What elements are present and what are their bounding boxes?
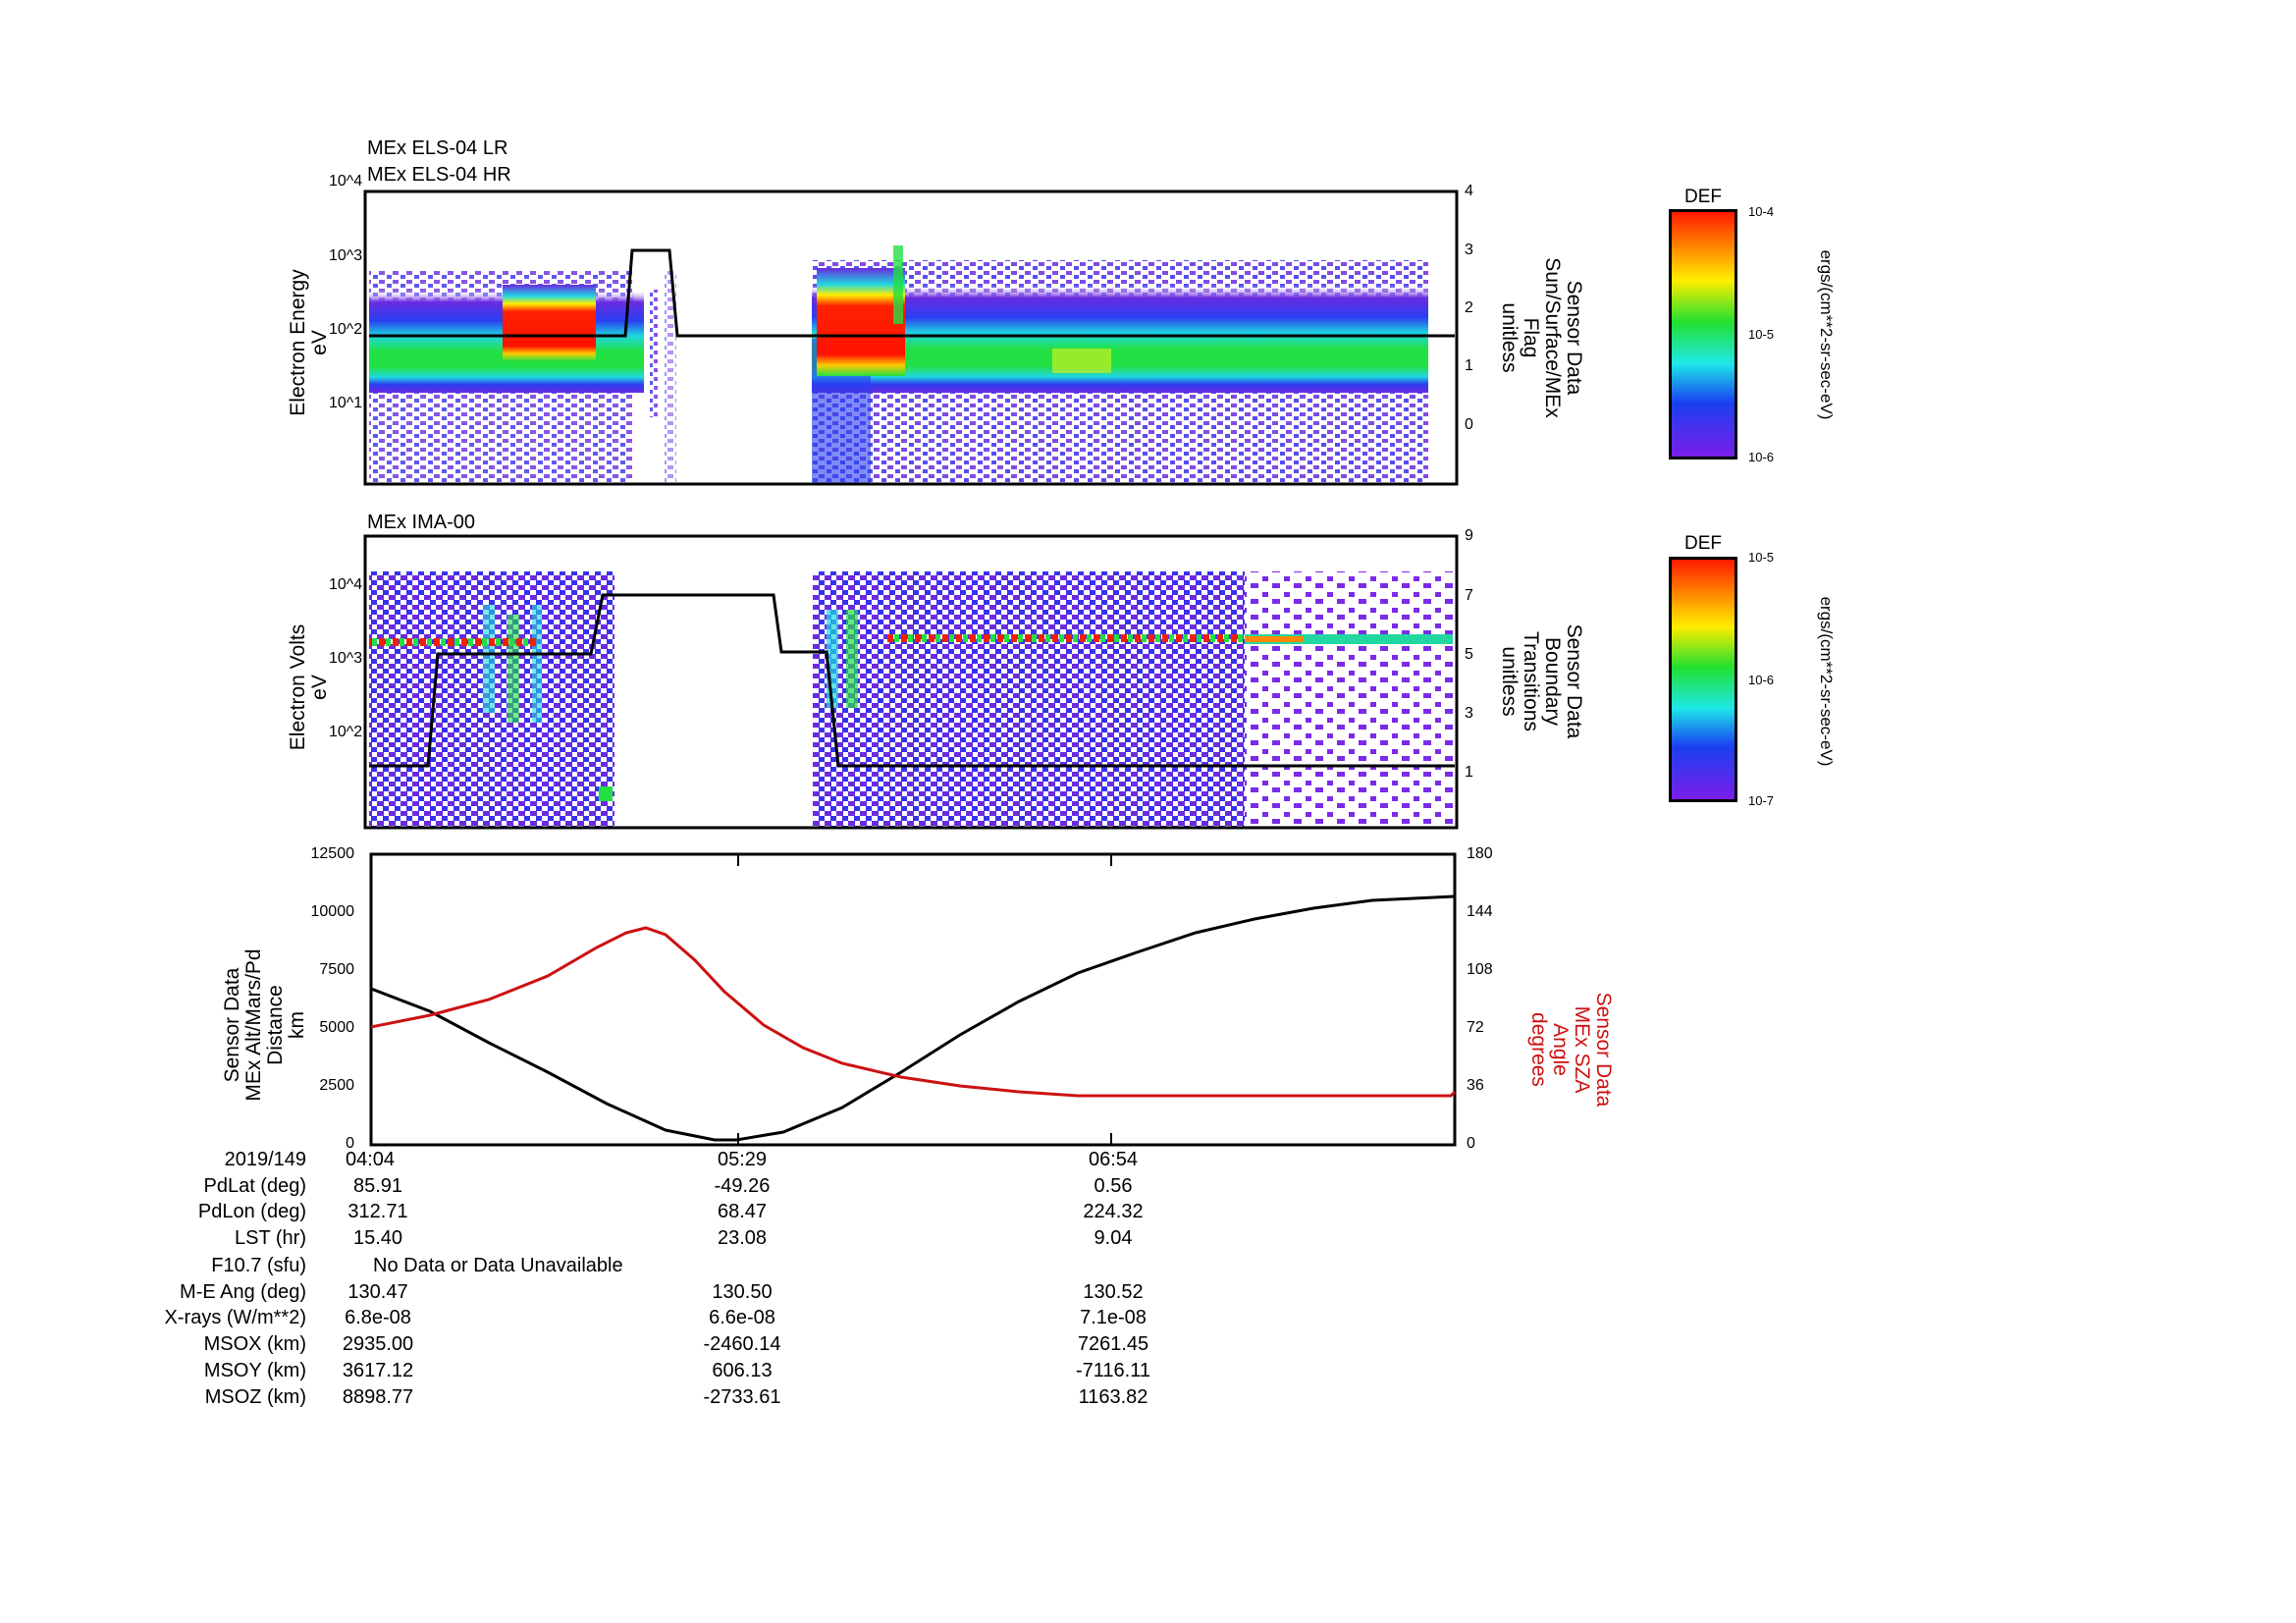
els-ytick-10-1: 10^1 [329,395,363,411]
els-rtick-3: 3 [1465,242,1473,258]
els-rtick-2: 2 [1465,299,1473,316]
eph-value: 130.50 [712,1281,773,1303]
orbit-rtick-72: 72 [1467,1019,1484,1036]
els-cb-tick-max: 10-4 [1748,204,1775,219]
orbit-ytick-0: 0 [346,1135,354,1152]
eph-label-msoy: MSOY (km) [203,1360,306,1381]
ima-rtick-9: 9 [1465,527,1473,544]
els-rtick-4: 4 [1465,183,1473,199]
eph-value: -7116.11 [1076,1360,1150,1381]
ima-title: MEx IMA-00 [367,512,476,533]
ima-colorbar [1669,557,1737,802]
eph-value: 130.47 [347,1281,408,1303]
eph-value: -2733.61 [703,1386,781,1408]
els-colorbar-title: DEF [1684,187,1722,207]
els-ytick-10-3: 10^3 [329,247,363,264]
els-ytick-10-4: 10^4 [329,173,363,189]
orbit-rtick-36: 36 [1467,1077,1484,1094]
eph-value: 7.1e-08 [1080,1307,1147,1328]
eph-value: -49.26 [714,1175,771,1197]
eph-value: 6.6e-08 [709,1307,775,1328]
eph-value: 3617.12 [342,1360,414,1381]
ima-spectrogram [363,534,1459,830]
orbit-rtick-144: 144 [1467,903,1493,920]
time-label-2: 06:54 [1088,1149,1139,1170]
ima-ytick-10-2: 10^2 [329,724,363,740]
eph-value: 606.13 [712,1360,773,1381]
orbit-ytick-2500: 2500 [319,1077,354,1094]
ima-cb-tick-min: 10-7 [1748,793,1775,808]
els-colorbar [1669,209,1737,460]
orbit-rtick-108: 108 [1467,961,1493,978]
els-title-hr: MEx ELS-04 HR [367,164,511,186]
ephemeris-date: 2019/149 [224,1149,306,1170]
eph-value: -2460.14 [703,1333,781,1355]
els-spectrogram [363,189,1459,486]
els-rtick-0: 0 [1465,416,1473,433]
eph-value: 130.52 [1083,1281,1144,1303]
ima-colorbar-title: DEF [1684,533,1722,554]
els-colorbar-unit: ergs/(cm**2-sr-sec-eV) [1817,249,1836,420]
ima-ytick-10-4: 10^4 [329,576,363,593]
time-label-0: 04:04 [346,1149,396,1170]
els-cb-tick-min: 10-6 [1748,450,1775,464]
els-title-lr: MEx ELS-04 LR [367,137,508,159]
eph-label-msox: MSOX (km) [203,1333,306,1355]
eph-value: 15.40 [352,1227,403,1249]
eph-value: 2935.00 [342,1333,414,1355]
orbit-rtick-180: 180 [1467,845,1493,862]
eph-label-me-ang: M-E Ang (deg) [180,1281,306,1303]
els-right-axis-label: Sensor Data Sun/Surface/MEx Flag unitless [1498,257,1585,418]
eph-value: 85.91 [352,1175,403,1197]
ima-right-axis-label: Sensor Data Boundary Transitions unitless [1498,623,1585,739]
time-label-1: 05:29 [717,1149,768,1170]
ima-colorbar-unit: ergs/(cm**2-sr-sec-eV) [1817,596,1836,767]
eph-label-f107: F10.7 (sfu) [211,1255,306,1276]
ima-cb-tick-max: 10-5 [1748,550,1775,565]
orbit-y-axis-label: Sensor Data MEx Alt/Mars/Pd Distance km [221,948,308,1102]
els-ytick-10-2: 10^2 [329,321,363,338]
eph-value: 1163.82 [1078,1386,1148,1408]
ima-rtick-7: 7 [1465,587,1473,604]
orbit-rtick-0: 0 [1467,1135,1475,1152]
ima-rtick-1: 1 [1465,764,1473,781]
eph-label-xrays: X-rays (W/m**2) [164,1307,306,1328]
els-y-axis-label: Electron Energy eV [287,269,331,416]
ima-rtick-5: 5 [1465,646,1473,663]
eph-value: 8898.77 [342,1386,414,1408]
eph-label-pdlat: PdLat (deg) [203,1175,306,1197]
orbit-right-axis-label: Sensor Data MEx SZA Angle degrees [1527,992,1615,1108]
eph-value: 312.71 [347,1201,408,1222]
eph-value: 9.04 [1094,1227,1133,1249]
eph-value: 0.56 [1094,1175,1133,1197]
ima-cb-tick-mid: 10-6 [1748,673,1775,687]
eph-label-lst: LST (hr) [235,1227,306,1249]
eph-value: 68.47 [717,1201,768,1222]
orbit-ytick-7500: 7500 [319,961,354,978]
els-rtick-1: 1 [1465,357,1473,374]
eph-value: 6.8e-08 [345,1307,411,1328]
orbit-ytick-10000: 10000 [310,903,355,920]
orbit-line-plot [369,852,1457,1147]
eph-value: 23.08 [717,1227,768,1249]
eph-value: 7261.45 [1077,1333,1149,1355]
eph-label-msoz: MSOZ (km) [204,1386,306,1408]
eph-value: 224.32 [1083,1201,1144,1222]
orbit-ytick-12500: 12500 [310,845,355,862]
ima-y-axis-label: Electron Volts eV [287,623,331,751]
els-cb-tick-mid: 10-5 [1748,327,1775,342]
ima-ytick-10-3: 10^3 [329,650,363,667]
eph-label-pdlon: PdLon (deg) [197,1201,306,1222]
ima-rtick-3: 3 [1465,705,1473,722]
orbit-ytick-5000: 5000 [319,1019,354,1036]
eph-f107-note: No Data or Data Unavailable [373,1255,623,1276]
